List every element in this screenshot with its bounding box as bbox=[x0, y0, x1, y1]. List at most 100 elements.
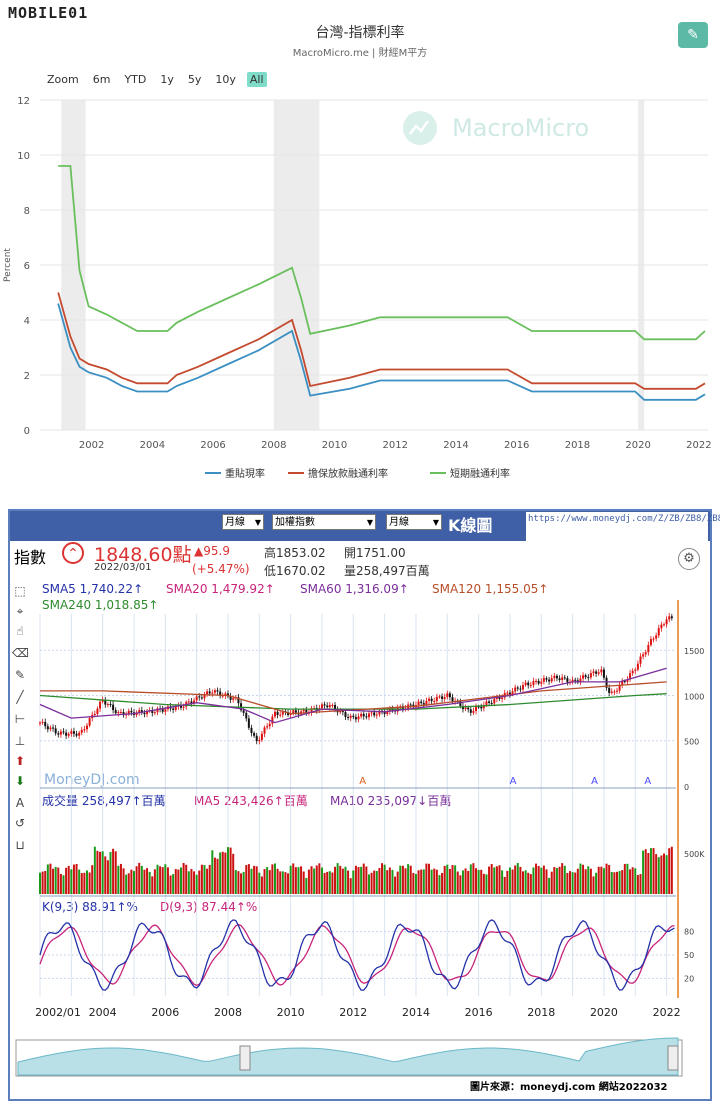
volume-bar bbox=[232, 853, 235, 894]
candle-body bbox=[644, 652, 647, 655]
candle-body bbox=[360, 713, 363, 717]
zoom-10y-button[interactable]: 10y bbox=[215, 73, 236, 86]
candle-body bbox=[187, 701, 190, 703]
candle-body bbox=[373, 712, 376, 716]
candle-body bbox=[292, 710, 295, 714]
x-tick-label: 2012 bbox=[383, 440, 408, 451]
candle-body bbox=[602, 669, 605, 678]
volume-bar bbox=[407, 864, 410, 894]
candle-body bbox=[114, 710, 117, 714]
volume-bar bbox=[365, 866, 368, 894]
candle-body bbox=[258, 739, 261, 742]
volume-bar bbox=[388, 867, 391, 894]
x-tick-label: 2012 bbox=[339, 1006, 367, 1019]
hline-tool-icon[interactable]: ⊢ bbox=[14, 712, 26, 726]
arrow-down-tool-icon[interactable]: ⬇ bbox=[14, 774, 26, 788]
candle-body bbox=[78, 732, 81, 736]
volume-bar bbox=[255, 866, 258, 894]
candle-body bbox=[464, 707, 467, 710]
candle-body bbox=[310, 708, 313, 713]
y-tick-labels: 0 2 4 6 8 10 12 bbox=[17, 96, 30, 437]
volume-bar bbox=[454, 865, 457, 894]
select-tool-icon[interactable]: ⬚ bbox=[14, 584, 26, 598]
watermark: MacroMicro bbox=[403, 111, 589, 145]
x-tick-label: 2010 bbox=[277, 1006, 305, 1019]
volume-bar bbox=[608, 864, 611, 894]
candle-body bbox=[545, 678, 548, 680]
candle-body bbox=[597, 672, 600, 674]
y-tick-label: 8 bbox=[24, 206, 30, 217]
zoom-all-button[interactable]: All bbox=[246, 72, 267, 87]
zoom-ytd-button[interactable]: YTD bbox=[124, 73, 147, 86]
volume-bar bbox=[477, 869, 480, 894]
clear-tool-icon[interactable]: ⊔ bbox=[15, 838, 25, 852]
x-tick-label: 2022 bbox=[653, 1006, 681, 1019]
volume-bar bbox=[177, 869, 180, 894]
open-value: 開1751.00 bbox=[344, 546, 406, 560]
volume-bar bbox=[122, 868, 125, 894]
vline-tool-icon[interactable]: ⊥ bbox=[14, 734, 26, 748]
volume-bar bbox=[422, 869, 425, 894]
volume-bar bbox=[242, 871, 245, 894]
zoom-6m-button[interactable]: 6m bbox=[92, 73, 111, 86]
candle-body bbox=[448, 693, 451, 698]
candle-body bbox=[467, 707, 470, 710]
x-tick-label: 2020 bbox=[590, 1006, 618, 1019]
candle-body bbox=[294, 710, 297, 713]
volume-bar bbox=[626, 863, 629, 894]
candle-body bbox=[576, 680, 579, 682]
candle-body bbox=[587, 677, 590, 679]
candle-body bbox=[302, 709, 305, 712]
y-tick-label: 6 bbox=[24, 261, 30, 272]
pen-tool-icon[interactable]: ✎ bbox=[14, 668, 26, 682]
candle-body bbox=[266, 726, 269, 728]
candle-body bbox=[72, 731, 75, 734]
candle-body bbox=[537, 680, 540, 684]
pencil-icon[interactable]: ✎ bbox=[678, 22, 708, 48]
candle-body bbox=[341, 710, 344, 713]
navigator-area bbox=[17, 1037, 679, 1076]
volume-bar bbox=[195, 874, 198, 894]
candle-body bbox=[652, 638, 655, 640]
freq-select[interactable]: 月線 bbox=[386, 514, 442, 531]
volume-bar bbox=[558, 866, 561, 894]
candle-body bbox=[216, 690, 219, 692]
line-tool-icon[interactable]: ╱ bbox=[16, 690, 24, 704]
volume-bar bbox=[300, 866, 303, 894]
zoom-5y-button[interactable]: 5y bbox=[187, 73, 202, 86]
candle-body bbox=[527, 682, 530, 686]
y-axis-label: Percent bbox=[3, 248, 13, 282]
price-tick: 1000 bbox=[684, 692, 704, 701]
zoom-1y-button[interactable]: 1y bbox=[160, 73, 174, 86]
candle-body bbox=[117, 712, 120, 714]
eraser-tool-icon[interactable]: ⌫ bbox=[12, 646, 29, 660]
candle-body bbox=[670, 616, 673, 619]
undo-tool-icon[interactable]: ↺ bbox=[14, 816, 26, 830]
volume-bar bbox=[527, 872, 530, 894]
candle-body bbox=[555, 675, 558, 679]
volume-bar bbox=[414, 873, 417, 894]
candle-body bbox=[524, 682, 527, 686]
volume-bar bbox=[649, 848, 652, 894]
volume-bar bbox=[508, 867, 511, 894]
gear-icon[interactable]: ⚙ bbox=[678, 548, 700, 570]
candle-body bbox=[435, 696, 438, 702]
text-tool-icon[interactable]: A bbox=[15, 796, 25, 810]
market-select[interactable]: 加權指數 bbox=[272, 514, 376, 531]
crosshair-tool-icon[interactable]: ⌖ bbox=[16, 604, 24, 618]
price-tick: 0 bbox=[684, 783, 689, 792]
sma20-label: SMA20 1,479.92↑ bbox=[166, 582, 275, 596]
volume-bar bbox=[159, 866, 162, 894]
volume-bar bbox=[655, 854, 658, 894]
volume-bar bbox=[550, 871, 553, 894]
volume-bar bbox=[80, 873, 83, 894]
period-select[interactable]: 月線 bbox=[222, 514, 264, 531]
x-tick-label: 2020 bbox=[625, 440, 650, 451]
candle-body bbox=[613, 691, 616, 693]
arrow-up-tool-icon[interactable]: ⬆ bbox=[14, 754, 26, 768]
candle-body bbox=[109, 704, 112, 706]
source-url[interactable]: https://www.moneydj.com/Z/ZB/ZB8/ZB8.djh… bbox=[526, 512, 720, 544]
candle-body bbox=[206, 691, 209, 695]
candle-body bbox=[472, 710, 475, 713]
hand-tool-icon[interactable]: ☝ bbox=[16, 624, 24, 638]
